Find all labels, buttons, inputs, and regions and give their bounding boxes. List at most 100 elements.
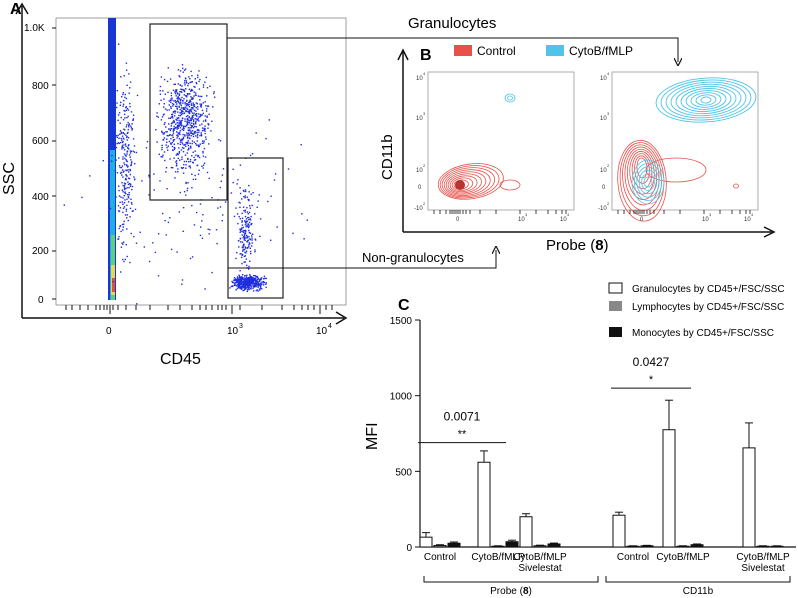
band-edge-event [122,171,125,173]
lymphocyte-event [256,289,258,291]
sparse-event [196,164,199,166]
granulocyte-event [202,152,204,154]
granulocyte-event [175,91,177,93]
sparse-event [222,168,225,170]
granulocyte-event [203,128,206,131]
monocyte-event [244,231,246,233]
lymphocyte-event [254,278,256,280]
band-edge-event [121,139,123,141]
band-edge-event [127,219,129,222]
band-edge-event [115,106,118,109]
granulocyte-event [190,127,193,129]
band-edge-event [125,62,128,64]
band-edge-event [119,225,122,227]
band-edge-event [119,225,121,228]
granulocyte-event [195,110,197,112]
granulocyte-event [201,127,204,129]
granulocyte-event [156,115,158,117]
band-edge-event [120,76,122,78]
sparse-event [131,185,134,188]
granulocyte-event [200,135,203,137]
granulocyte-event [200,132,202,134]
band-edge-event [122,105,124,107]
granulocyte-event [198,145,200,148]
band-edge-event [125,164,128,167]
monocyte-event [239,218,241,220]
granulocyte-event [170,94,173,97]
contour-plot-control [427,71,575,211]
band-edge-event [125,159,127,161]
panel-c: C Granulocytes by CD45+/FSC/SSC Lymphocy… [364,282,796,597]
granulocyte-event [204,101,206,103]
band-edge-event [114,170,117,172]
panel-b-ticks [433,210,751,214]
sparse-event [292,232,294,235]
monocyte-event [239,253,241,255]
granulocyte-event [179,121,181,123]
granulocyte-event [163,133,165,135]
granulocyte-event [177,92,179,94]
granulocyte-event [163,151,166,153]
sparse-event [251,153,254,155]
sparse-event [208,177,210,180]
lymphocyte-event [259,285,261,287]
lymphocyte-event [237,282,239,285]
band-edge-event [118,210,121,213]
granulocyte-event [199,143,201,145]
b2-xtick-exp: 3 [709,212,712,217]
panel-b-xlabel: Probe (8) [546,237,609,254]
granulocyte-event [180,111,182,114]
granulocyte-event [176,105,178,108]
band-edge-event [129,105,131,108]
monocyte-event [238,201,240,204]
granulocyte-event [162,90,164,92]
sparse-event [156,141,158,143]
band-edge-event [116,90,118,92]
panel-b-y-arrow [397,48,409,61]
granulocyte-event [188,121,190,123]
granulocyte-event [168,140,171,143]
b2-ytick-exp: 2 [607,201,610,206]
granulocyte-event [193,122,195,125]
band-edge-event [117,134,119,136]
sparse-event [224,201,227,203]
granulocyte-connector [227,37,678,62]
sparse-event [112,281,114,283]
granulocyte-event [171,128,173,130]
sparse-event [248,216,250,219]
band-edge-event [125,134,127,136]
granulocyte-event [188,129,191,131]
cytob-contour [680,88,732,112]
granulocyte-event [178,132,180,135]
granulocyte-event [173,146,175,149]
band-edge-event [123,220,125,223]
sparse-event [173,127,176,129]
granulocyte-event [179,139,182,142]
band-edge-event [125,109,128,111]
band-edge-event [122,103,125,105]
monocyte-event [250,215,252,218]
band-edge-event [129,169,132,172]
band-edge-event [116,102,118,104]
granulocyte-event [176,131,178,133]
granulocyte-event [192,106,194,109]
band-edge-event [125,244,127,246]
granulocyte-event [198,116,200,118]
band-edge-event [121,135,124,137]
control-contour [733,183,739,189]
monocyte-event [243,235,246,237]
granulocyte-event [208,143,210,145]
lymphocyte-event [249,274,251,276]
band-edge-event [128,194,130,196]
granulocyte-event [190,147,192,149]
sparse-event [136,303,138,305]
granulocyte-event [168,104,170,106]
granulocyte-event [181,117,184,120]
granulocyte-event [195,120,197,123]
sparse-event [186,189,188,192]
lymphocyte-event [242,289,244,292]
monocyte-event [248,199,250,202]
lymphocyte-event [246,284,248,286]
monocyte-event [248,191,250,193]
granulocyte-event [172,129,175,131]
